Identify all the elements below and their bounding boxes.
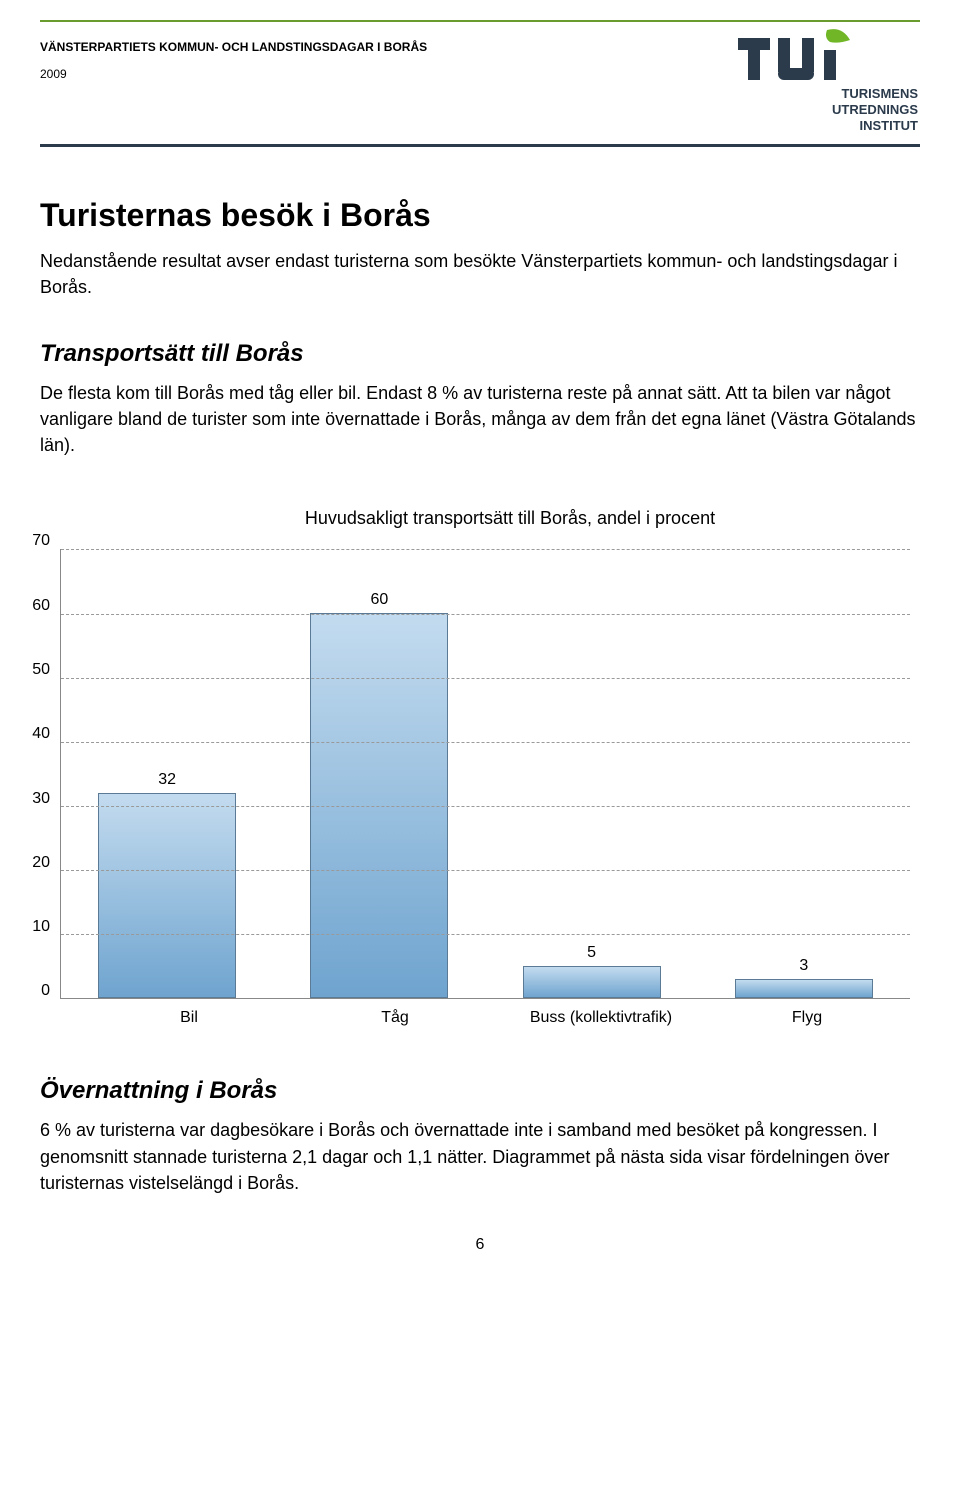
x-label: Flyg <box>716 1009 897 1027</box>
bar-slot: 32 <box>74 549 261 998</box>
bar-value-label: 3 <box>799 957 808 975</box>
gridline <box>61 806 910 807</box>
bar-value-label: 5 <box>587 944 596 962</box>
section2-body: De flesta kom till Borås med tåg eller b… <box>40 380 920 458</box>
chart-area: 706050403020100 32 60 5 3 <box>50 549 910 999</box>
bar-slot: 60 <box>286 549 473 998</box>
transport-chart: Huvudsakligt transportsätt till Borås, a… <box>40 508 920 1027</box>
x-label: Tåg <box>304 1009 485 1027</box>
bar <box>735 979 873 998</box>
chart-plot: 32 60 5 3 <box>60 549 910 999</box>
header-meta-line: VÄNSTERPARTIETS KOMMUN- OCH LANDSTINGSDA… <box>40 38 427 57</box>
header-year: 2009 <box>40 65 427 84</box>
gridline <box>61 549 910 550</box>
logo-tui: TURISMENS UTREDNINGS INSTITUT <box>730 26 920 136</box>
x-label: Bil <box>98 1009 279 1027</box>
gridline <box>61 742 910 743</box>
bar-value-label: 60 <box>370 591 388 609</box>
header-rule-green <box>40 20 920 22</box>
header-meta: VÄNSTERPARTIETS KOMMUN- OCH LANDSTINGSDA… <box>40 26 427 84</box>
gridline <box>61 614 910 615</box>
section3-body: 6 % av turisterna var dagbesökare i Borå… <box>40 1117 920 1195</box>
chart-y-axis: 706050403020100 <box>50 549 60 999</box>
gridline <box>61 934 910 935</box>
gridline <box>61 678 910 679</box>
chart-bars: 32 60 5 3 <box>61 549 910 998</box>
svg-text:TURISMENS: TURISMENS <box>841 86 918 101</box>
x-label: Buss (kollektivtrafik) <box>510 1009 691 1027</box>
section-title-3: Övernattning i Borås <box>40 1077 920 1105</box>
page-number: 6 <box>40 1236 920 1254</box>
bar-slot: 5 <box>498 549 685 998</box>
bar <box>523 966 661 998</box>
page-header: VÄNSTERPARTIETS KOMMUN- OCH LANDSTINGSDA… <box>40 26 920 136</box>
svg-text:INSTITUT: INSTITUT <box>860 118 919 133</box>
chart-x-labels: Bil Tåg Buss (kollektivtrafik) Flyg <box>86 1009 910 1027</box>
bar <box>98 793 236 999</box>
header-rule-dark <box>40 144 920 147</box>
bar-value-label: 32 <box>158 771 176 789</box>
section-title-1: Turisternas besök i Borås <box>40 197 920 234</box>
gridline <box>61 870 910 871</box>
section1-intro: Nedanstående resultat avser endast turis… <box>40 248 920 300</box>
svg-text:UTREDNINGS: UTREDNINGS <box>832 102 918 117</box>
chart-title: Huvudsakligt transportsätt till Borås, a… <box>110 508 910 529</box>
section-title-2: Transportsätt till Borås <box>40 340 920 368</box>
bar-slot: 3 <box>710 549 897 998</box>
